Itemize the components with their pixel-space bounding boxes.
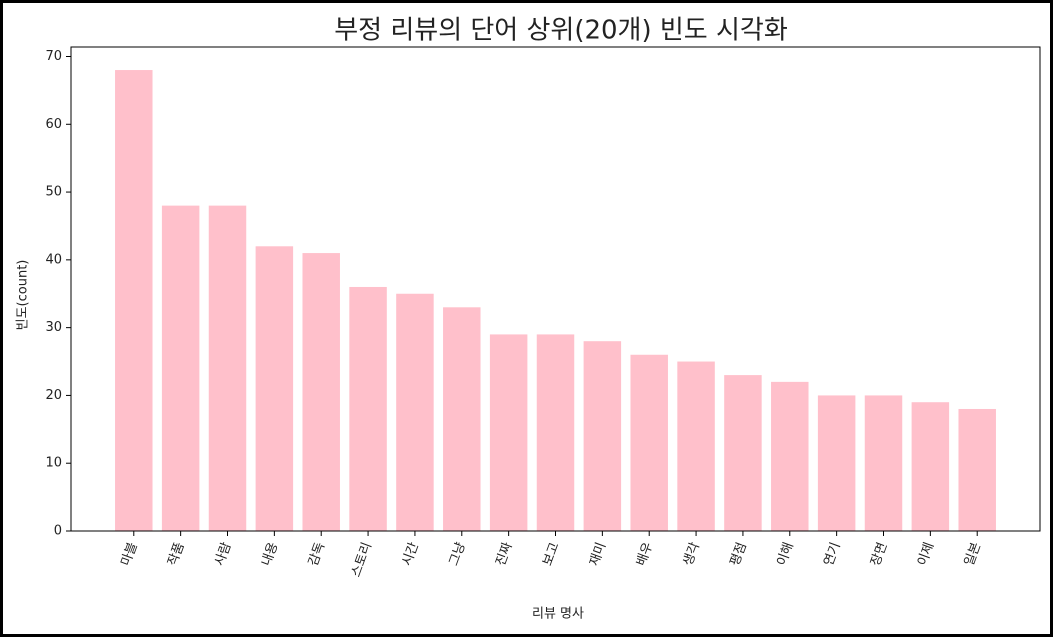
x-tick-label: 스토리 (349, 540, 375, 579)
bar (771, 381, 809, 531)
y-axis-label: 빈도(count) (16, 260, 31, 331)
bar (255, 246, 294, 531)
bar (161, 205, 200, 532)
y-tick-label: 70 (45, 49, 62, 64)
y-tick-label: 0 (54, 524, 62, 539)
bar (536, 334, 575, 531)
x-tick-label: 이제 (915, 540, 937, 568)
x-tick-label: 일본 (962, 540, 984, 568)
bar (396, 293, 434, 531)
bar (677, 361, 715, 531)
bar (724, 375, 762, 531)
y-tick-label: 60 (45, 117, 62, 132)
x-tick-label: 평점 (728, 540, 750, 568)
bar (583, 341, 622, 531)
x-tick-label: 배우 (634, 540, 656, 568)
x-tick-label: 시간 (400, 540, 422, 568)
bar (864, 395, 903, 531)
bar (302, 253, 340, 532)
y-tick-label: 50 (45, 185, 62, 200)
chart-title: 부정 리뷰의 단어 상위(20개) 빈도 시각화 (334, 16, 788, 46)
y-tick-label: 30 (45, 320, 62, 335)
bar (630, 354, 668, 531)
bar (208, 205, 247, 532)
x-axis-label: 리뷰 명사 (532, 607, 584, 622)
x-tick-label: 그냥 (447, 540, 469, 568)
x-tick-label: 내용 (259, 540, 281, 568)
bar (911, 402, 950, 531)
y-tick-label: 20 (45, 388, 62, 403)
x-tick-label: 연기 (821, 540, 843, 568)
plot-frame (70, 46, 1041, 532)
x-tick-label: 재미 (587, 540, 609, 568)
x-tick-label: 보고 (540, 540, 562, 568)
bar (443, 307, 481, 531)
y-tick-label: 40 (45, 252, 62, 267)
x-tick-label: 생각 (681, 540, 703, 568)
x-tick-label: 진짜 (493, 540, 515, 568)
x-tick-label: 이해 (775, 540, 797, 568)
bar (349, 286, 387, 531)
bar (817, 395, 856, 531)
bar (958, 408, 996, 531)
x-tick-label: 사람 (212, 540, 234, 568)
x-tick-label: 마블 (119, 540, 141, 568)
bar (489, 334, 528, 531)
chart: 부정 리뷰의 단어 상위(20개) 빈도 시각화 리뷰 명사 빈도(count)… (16, 16, 1041, 622)
x-tick-label: 작품 (165, 540, 187, 568)
bar (115, 70, 153, 532)
y-tick-label: 10 (45, 456, 62, 471)
x-tick-label: 감독 (306, 540, 328, 568)
x-tick-label: 장면 (868, 540, 890, 568)
